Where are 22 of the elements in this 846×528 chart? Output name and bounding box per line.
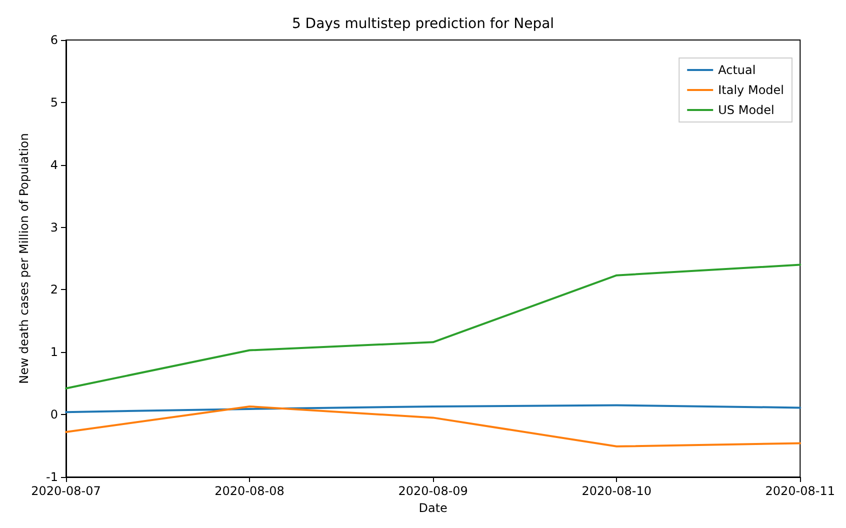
y-tick-label: 1 [50,345,58,360]
x-tick-label: 2020-08-07 [31,484,101,498]
y-tick-label: 6 [50,33,58,47]
legend-label: Actual [718,63,756,77]
x-tick-label: 2020-08-11 [765,484,836,498]
line-series [65,405,802,448]
y-tick-label: 2 [50,282,58,297]
y-axis-title: New death cases per Million of Population [17,133,31,384]
chart-title: 5 Days multistep prediction for Nepal [292,16,554,32]
y-tick-label: 3 [50,220,58,234]
x-tick-label: 2020-08-08 [214,484,284,498]
x-tick-label: 2020-08-09 [398,484,468,498]
y-tick-label: 5 [50,95,58,110]
x-axis-title: Date [418,500,448,515]
legend-label: US Model [718,103,774,117]
line-series [65,264,802,390]
y-tick-label: 4 [50,158,58,172]
legend-label: Italy Model [718,83,784,97]
y-tick-label: 0 [50,408,58,422]
line-series [65,404,802,414]
y-tick-label: -1 [46,470,58,484]
x-tick-label: 2020-08-10 [582,484,652,498]
